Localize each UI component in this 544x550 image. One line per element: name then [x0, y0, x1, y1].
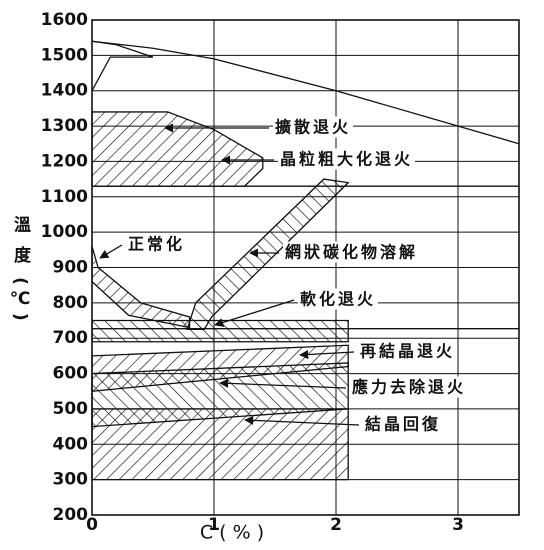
annotation-bg [350, 376, 469, 398]
hatched-region [91, 246, 191, 329]
annotation-bg [278, 148, 416, 170]
annotation-bg [358, 340, 458, 362]
annotation-arrow [214, 299, 295, 327]
y-tick-label: 700 [53, 328, 89, 348]
annotation-arrow [219, 378, 347, 389]
y-tick-label: 1500 [41, 45, 88, 65]
y-tick-label: 300 [53, 470, 89, 490]
y-tick-label: 1200 [41, 151, 88, 171]
annotation: 結晶回復 [365, 415, 441, 434]
annotation: 晶粒粗大化退火 [280, 150, 413, 169]
annotation: 網狀碳化物溶解 [285, 243, 418, 262]
annotation-arrow [244, 415, 360, 426]
y-tick-label: 1000 [41, 222, 88, 242]
annotation: 再結晶退火 [360, 342, 455, 361]
y-tick-label: 500 [53, 399, 89, 419]
y-tick-label: 1100 [41, 187, 88, 207]
y-tick-label: 1300 [41, 116, 88, 136]
x-tick-label: 0 [86, 515, 98, 535]
x-tick-label: 1 [208, 515, 220, 535]
annotation-bg [298, 288, 379, 310]
y-tick-label: 600 [53, 364, 89, 384]
y-tick-label: 1600 [41, 10, 88, 30]
annotation-arrow [99, 244, 123, 259]
y-tick-label: 900 [53, 258, 89, 278]
x-tick-label: 2 [330, 515, 342, 535]
annotation-bg [363, 413, 444, 435]
x-tick-label: 3 [452, 515, 464, 535]
annotation-bg [283, 241, 421, 263]
hatched-region [91, 408, 349, 481]
phase-line [91, 56, 153, 92]
phase-line [91, 40, 154, 58]
y-tick-label: 800 [53, 293, 89, 313]
y-tick-label: 400 [53, 434, 89, 454]
annotation-arrow [299, 350, 355, 360]
hatched-region [91, 319, 349, 343]
annotation: 擴散退火 [275, 118, 351, 137]
annotation: 正常化 [128, 235, 185, 254]
phase-line [91, 40, 520, 145]
annotation-bg [126, 233, 188, 255]
y-axis-label: 溫 度 (℃) [10, 214, 31, 324]
x-axis-label: C ( % ) [200, 522, 264, 544]
annotation-bg [273, 116, 354, 138]
annotation: 軟化退火 [300, 290, 376, 309]
annotation: 應力去除退火 [352, 378, 466, 397]
y-tick-label: 200 [53, 505, 89, 525]
y-tick-label: 1400 [41, 81, 88, 101]
hatched-region [91, 111, 264, 187]
